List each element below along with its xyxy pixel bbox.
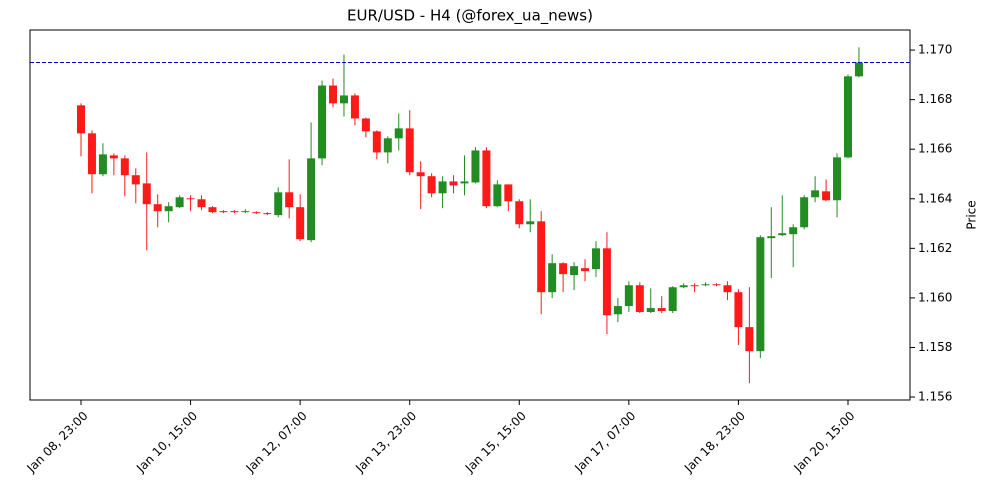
candle-body (646, 308, 655, 313)
candle-body (329, 85, 338, 104)
candle-body (559, 263, 568, 275)
candle-body (723, 285, 732, 293)
y-tick-label: 1.170 (918, 43, 952, 57)
candle-body (602, 248, 611, 316)
candle-body (756, 237, 765, 352)
candle-body (186, 198, 195, 200)
candle-body (296, 207, 305, 240)
candle-body (811, 190, 820, 198)
y-tick-label: 1.162 (918, 241, 952, 255)
candle-body (350, 95, 359, 119)
candle-body (219, 211, 228, 213)
candle-body (438, 181, 447, 194)
y-tick-label: 1.158 (918, 340, 952, 354)
candle-body (591, 248, 600, 270)
candle-body (120, 158, 129, 176)
candle-body (679, 285, 688, 288)
candle-body (131, 175, 140, 185)
candle-body (548, 263, 557, 293)
candle-body (77, 105, 85, 134)
candle-body (843, 76, 852, 158)
candle-body (833, 157, 842, 201)
candle-body (504, 184, 513, 202)
candle-body (734, 292, 743, 328)
candle-body (87, 133, 96, 175)
candle-body (767, 236, 776, 239)
candle-body (263, 213, 272, 215)
candle-body (701, 284, 710, 286)
candle-body (98, 154, 107, 175)
y-tick-label: 1.160 (918, 290, 952, 304)
candle-body (778, 233, 787, 236)
candle-body (142, 183, 151, 205)
candle-body (405, 128, 414, 173)
candle-body (449, 181, 458, 186)
plot-frame (29, 29, 911, 401)
candle-body (208, 207, 217, 213)
candle-body (624, 285, 633, 307)
candle-body (668, 287, 677, 312)
candle-body (383, 138, 392, 153)
candle-body (241, 211, 250, 213)
candle-body (854, 62, 863, 77)
candle-body (175, 197, 184, 208)
candle-body (427, 176, 436, 194)
candle-body (230, 211, 239, 213)
candle-body (285, 192, 294, 208)
candle-body (307, 158, 316, 241)
chart-title: EUR/USD - H4 (@forex_ua_news) (347, 7, 593, 26)
candle-body (482, 150, 491, 207)
candle-body (635, 285, 644, 313)
candle-body (822, 191, 831, 201)
y-tick-label: 1.164 (918, 191, 952, 205)
candle-body (153, 204, 162, 212)
candle-body (471, 150, 480, 183)
candle-body (800, 197, 809, 228)
candle-body (394, 128, 403, 139)
y-tick-label: 1.156 (918, 390, 952, 404)
candle-body (613, 306, 622, 315)
candle-body (361, 118, 370, 132)
candle-body (657, 308, 666, 312)
candle-body (109, 155, 118, 159)
y-axis-label: Price (965, 200, 979, 229)
candle-body (372, 131, 381, 153)
candle-body (416, 172, 425, 177)
candle-body (318, 85, 327, 159)
candle-body (460, 181, 469, 184)
candle-body (164, 206, 173, 212)
candle-body (515, 201, 524, 225)
candle-body (339, 95, 348, 104)
candle-body (526, 221, 535, 225)
candle-body (493, 184, 502, 207)
candle-body (745, 327, 754, 352)
candle-body (570, 266, 579, 276)
candle-body (537, 221, 546, 293)
candle-body (274, 192, 283, 216)
candle-body (712, 284, 721, 286)
candle-body (789, 227, 798, 235)
candle-body (690, 285, 699, 287)
candle-body (581, 268, 590, 272)
candle-body (252, 212, 261, 214)
y-tick-label: 1.166 (918, 142, 952, 156)
y-tick-label: 1.168 (918, 92, 952, 106)
candle-body (197, 199, 206, 208)
